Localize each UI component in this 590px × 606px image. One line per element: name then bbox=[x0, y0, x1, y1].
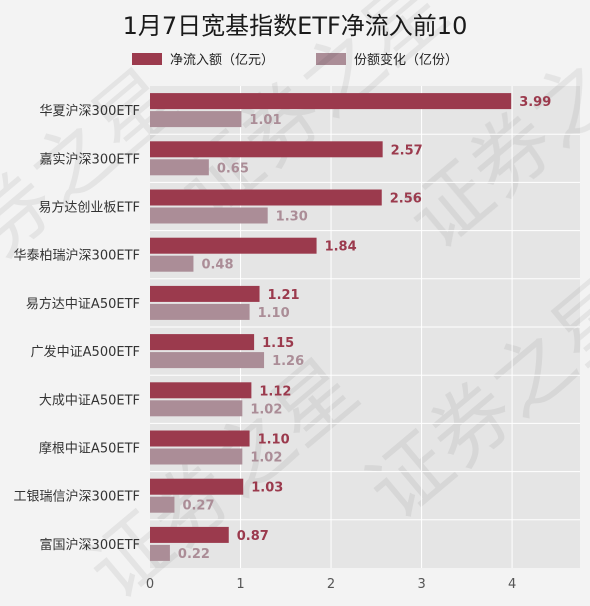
net-inflow-value-label: 1.15 bbox=[262, 336, 294, 351]
share-change-value-label: 1.01 bbox=[249, 113, 281, 128]
net-inflow-bar bbox=[150, 93, 512, 110]
category-label: 广发中证A500ETF bbox=[31, 344, 140, 360]
net-inflow-bar bbox=[150, 189, 382, 206]
share-change-value-label: 0.22 bbox=[178, 547, 210, 562]
category-label: 易方达中证A50ETF bbox=[26, 296, 140, 312]
x-tick-label: 0 bbox=[146, 577, 154, 592]
net-inflow-value-label: 3.99 bbox=[519, 95, 551, 110]
category-label: 嘉实沪深300ETF bbox=[40, 151, 140, 167]
legend-swatch-share-change bbox=[316, 52, 346, 65]
net-inflow-bar bbox=[150, 237, 317, 254]
net-inflow-value-label: 2.57 bbox=[391, 143, 423, 158]
legend-label-share-change: 份额变化（亿份） bbox=[354, 53, 459, 68]
category-label: 富国沪深300ETF bbox=[40, 537, 140, 553]
share-change-bar bbox=[150, 448, 243, 465]
legend-swatch-net-inflow bbox=[131, 52, 162, 65]
net-inflow-bar bbox=[150, 382, 252, 399]
share-change-value-label: 0.48 bbox=[201, 258, 233, 273]
share-change-bar bbox=[150, 207, 268, 224]
share-change-value-label: 0.27 bbox=[182, 499, 214, 514]
category-label: 易方达创业板ETF bbox=[38, 200, 140, 216]
net-inflow-value-label: 1.12 bbox=[259, 384, 291, 399]
share-change-value-label: 1.26 bbox=[272, 354, 304, 369]
legend-item-share-change: 份额变化（亿份） bbox=[316, 49, 458, 68]
category-label: 大成中证A50ETF bbox=[39, 393, 140, 408]
share-change-bar bbox=[150, 159, 209, 176]
net-inflow-value-label: 1.21 bbox=[268, 288, 300, 303]
legend-item-net-inflow: 净流入额（亿元） bbox=[131, 49, 274, 68]
net-inflow-bar bbox=[150, 334, 255, 351]
x-tick-label: 3 bbox=[417, 577, 425, 592]
legend: 净流入额（亿元） 份额变化（亿份） bbox=[0, 49, 590, 68]
share-change-bar bbox=[150, 303, 250, 320]
share-change-value-label: 0.65 bbox=[217, 161, 249, 176]
share-change-bar bbox=[150, 544, 170, 561]
share-change-bar bbox=[150, 111, 242, 128]
share-change-bar bbox=[150, 496, 175, 513]
x-tick-label: 1 bbox=[236, 577, 244, 592]
legend-label-net-inflow: 净流入额（亿元） bbox=[169, 53, 274, 68]
net-inflow-bar bbox=[150, 430, 250, 447]
category-label: 摩根中证A50ETF bbox=[39, 441, 140, 457]
net-inflow-bar bbox=[150, 478, 244, 495]
net-inflow-value-label: 1.84 bbox=[325, 240, 357, 255]
share-change-value-label: 1.10 bbox=[258, 306, 290, 321]
x-tick-label: 4 bbox=[508, 577, 516, 592]
share-change-value-label: 1.02 bbox=[250, 402, 282, 417]
share-change-value-label: 1.30 bbox=[276, 210, 308, 225]
net-inflow-value-label: 2.56 bbox=[390, 192, 422, 207]
net-inflow-value-label: 0.87 bbox=[237, 529, 269, 544]
category-label: 华泰柏瑞沪深300ETF bbox=[14, 248, 140, 264]
share-change-bar bbox=[150, 352, 265, 369]
category-label: 工银瑞信沪深300ETF bbox=[14, 489, 140, 505]
share-change-bar bbox=[150, 400, 243, 417]
category-label: 华夏沪深300ETF bbox=[40, 103, 140, 119]
net-inflow-bar bbox=[150, 285, 260, 302]
net-inflow-bar bbox=[150, 141, 383, 158]
x-tick-label: 2 bbox=[327, 577, 335, 592]
share-change-value-label: 1.02 bbox=[250, 451, 282, 466]
net-inflow-value-label: 1.03 bbox=[251, 481, 283, 496]
net-inflow-bar bbox=[150, 526, 229, 543]
net-inflow-value-label: 1.10 bbox=[258, 433, 290, 448]
chart-title: 1月7日宽基指数ETF净流入前10 bbox=[122, 12, 468, 40]
share-change-bar bbox=[150, 255, 194, 272]
